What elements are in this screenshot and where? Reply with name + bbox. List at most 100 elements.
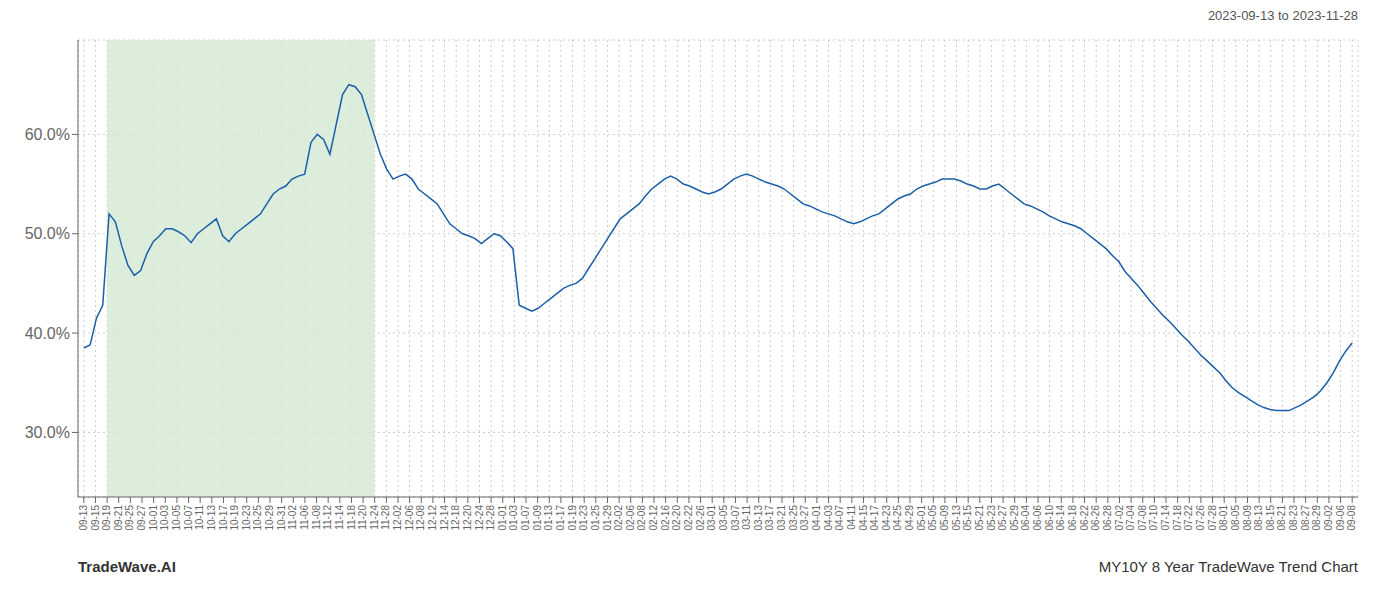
svg-text:02-16: 02-16	[660, 505, 671, 531]
svg-text:03-25: 03-25	[788, 505, 799, 531]
svg-text:07-26: 07-26	[1195, 505, 1206, 531]
svg-text:07-22: 07-22	[1183, 505, 1194, 531]
svg-text:03-05: 03-05	[718, 505, 729, 531]
svg-text:07-08: 07-08	[1137, 505, 1148, 531]
svg-text:07-02: 07-02	[1114, 505, 1125, 531]
svg-text:06-10: 06-10	[1044, 505, 1055, 531]
svg-text:12-18: 12-18	[450, 505, 461, 531]
svg-text:02-06: 02-06	[625, 505, 636, 531]
svg-text:04-25: 04-25	[892, 505, 903, 531]
svg-text:10-31: 10-31	[276, 505, 287, 531]
svg-text:01-07: 01-07	[520, 505, 531, 531]
svg-text:10-03: 10-03	[159, 505, 170, 531]
svg-text:11-06: 11-06	[299, 505, 310, 530]
svg-text:08-29: 08-29	[1311, 505, 1322, 531]
svg-text:09-13: 09-13	[78, 505, 89, 531]
svg-text:10-23: 10-23	[241, 505, 252, 531]
svg-text:60.0%: 60.0%	[25, 126, 70, 143]
svg-text:04-01: 04-01	[811, 505, 822, 531]
svg-text:10-11: 10-11	[194, 505, 205, 530]
svg-text:02-22: 02-22	[683, 505, 694, 531]
svg-text:09-06: 09-06	[1335, 505, 1346, 531]
svg-text:05-27: 05-27	[997, 505, 1008, 531]
svg-text:05-09: 05-09	[939, 505, 950, 531]
svg-text:01-13: 01-13	[543, 505, 554, 531]
svg-text:10-05: 10-05	[171, 505, 182, 531]
svg-text:03-07: 03-07	[730, 505, 741, 531]
svg-text:02-12: 02-12	[648, 505, 659, 531]
svg-text:10-17: 10-17	[218, 505, 229, 531]
svg-text:08-09: 08-09	[1242, 505, 1253, 531]
svg-text:01-17: 01-17	[555, 505, 566, 531]
svg-text:11-24: 11-24	[369, 505, 380, 530]
svg-text:01-03: 01-03	[508, 505, 519, 531]
svg-text:11-02: 11-02	[287, 505, 298, 530]
svg-text:02-08: 02-08	[636, 505, 647, 531]
svg-text:12-08: 12-08	[415, 505, 426, 531]
svg-text:04-23: 04-23	[881, 505, 892, 531]
svg-text:01-01: 01-01	[497, 505, 508, 531]
svg-text:08-13: 08-13	[1253, 505, 1264, 531]
svg-text:08-21: 08-21	[1276, 505, 1287, 531]
svg-text:09-15: 09-15	[90, 505, 101, 531]
svg-text:07-10: 07-10	[1148, 505, 1159, 531]
svg-text:05-29: 05-29	[1009, 505, 1020, 531]
svg-text:04-17: 04-17	[869, 505, 880, 531]
svg-text:04-07: 04-07	[834, 505, 845, 531]
svg-text:09-27: 09-27	[136, 505, 147, 531]
svg-text:03-11: 03-11	[741, 505, 752, 530]
svg-text:10-25: 10-25	[252, 505, 263, 531]
svg-text:12-02: 12-02	[392, 505, 403, 531]
svg-text:10-13: 10-13	[206, 505, 217, 531]
svg-text:11-20: 11-20	[357, 505, 368, 530]
svg-text:06-18: 06-18	[1067, 505, 1078, 531]
svg-text:01-29: 01-29	[602, 505, 613, 531]
svg-text:04-11: 04-11	[846, 505, 857, 530]
svg-text:09-02: 09-02	[1323, 505, 1334, 531]
svg-text:11-12: 11-12	[322, 505, 333, 530]
svg-text:07-04: 07-04	[1125, 505, 1136, 531]
svg-text:06-28: 06-28	[1102, 505, 1113, 531]
svg-text:08-23: 08-23	[1288, 505, 1299, 531]
svg-text:11-28: 11-28	[380, 505, 391, 530]
svg-text:30.0%: 30.0%	[25, 424, 70, 441]
svg-text:03-27: 03-27	[799, 505, 810, 531]
svg-text:05-05: 05-05	[927, 505, 938, 531]
svg-text:05-21: 05-21	[974, 505, 985, 531]
svg-text:03-01: 03-01	[706, 505, 717, 531]
svg-text:10-19: 10-19	[229, 505, 240, 531]
svg-text:12-14: 12-14	[439, 505, 450, 531]
svg-text:06-22: 06-22	[1079, 505, 1090, 531]
svg-text:10-29: 10-29	[264, 505, 275, 531]
svg-text:12-28: 12-28	[485, 505, 496, 531]
svg-text:03-21: 03-21	[776, 505, 787, 531]
svg-text:02-26: 02-26	[695, 505, 706, 531]
svg-text:12-20: 12-20	[462, 505, 473, 531]
svg-text:06-26: 06-26	[1090, 505, 1101, 531]
svg-text:50.0%: 50.0%	[25, 225, 70, 242]
svg-text:02-02: 02-02	[613, 505, 624, 531]
svg-text:03-13: 03-13	[753, 505, 764, 531]
svg-text:04-15: 04-15	[858, 505, 869, 531]
svg-text:02-20: 02-20	[671, 505, 682, 531]
svg-text:09-08: 09-08	[1346, 505, 1357, 531]
svg-text:12-06: 12-06	[404, 505, 415, 531]
svg-text:12-12: 12-12	[427, 505, 438, 531]
svg-text:06-04: 06-04	[1020, 505, 1031, 531]
svg-text:10-01: 10-01	[148, 505, 159, 531]
svg-text:09-25: 09-25	[124, 505, 135, 531]
svg-text:11-08: 11-08	[311, 505, 322, 530]
svg-text:10-07: 10-07	[183, 505, 194, 531]
svg-text:05-23: 05-23	[986, 505, 997, 531]
svg-text:12-24: 12-24	[474, 505, 485, 531]
svg-text:07-14: 07-14	[1160, 505, 1171, 531]
svg-text:05-15: 05-15	[962, 505, 973, 531]
svg-text:06-06: 06-06	[1032, 505, 1043, 531]
svg-text:11-14: 11-14	[334, 505, 345, 530]
svg-text:05-01: 05-01	[916, 505, 927, 531]
svg-text:07-28: 07-28	[1207, 505, 1218, 531]
svg-text:03-17: 03-17	[764, 505, 775, 531]
svg-text:01-19: 01-19	[567, 505, 578, 531]
svg-text:08-01: 08-01	[1218, 505, 1229, 531]
svg-text:08-15: 08-15	[1265, 505, 1276, 531]
